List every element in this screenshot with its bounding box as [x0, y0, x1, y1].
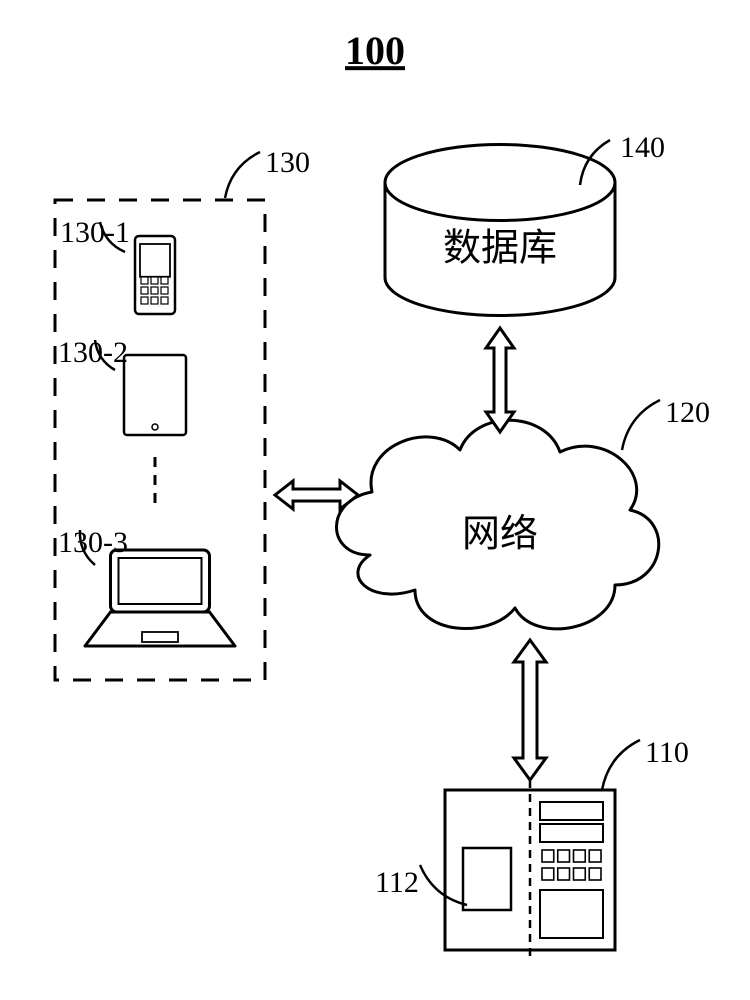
terminals-group — [55, 200, 265, 680]
database-ref: 140 — [620, 131, 665, 164]
network-ref: 120 — [665, 396, 710, 429]
phone-ref: 130-1 — [60, 216, 130, 249]
figure-title: 100 — [345, 28, 405, 73]
tablet-ref: 130-2 — [58, 336, 128, 369]
database-label: 数据库 — [443, 228, 557, 270]
laptop-icon — [85, 550, 235, 646]
terminals-ref: 130 — [265, 146, 310, 179]
server-device-ref: 112 — [375, 866, 419, 899]
tablet-icon — [124, 355, 186, 435]
server-ref: 110 — [645, 736, 689, 769]
network-label: 网络 — [462, 514, 538, 556]
laptop-ref: 130-3 — [58, 526, 128, 559]
phone-icon — [135, 236, 175, 314]
server-node — [445, 780, 615, 960]
